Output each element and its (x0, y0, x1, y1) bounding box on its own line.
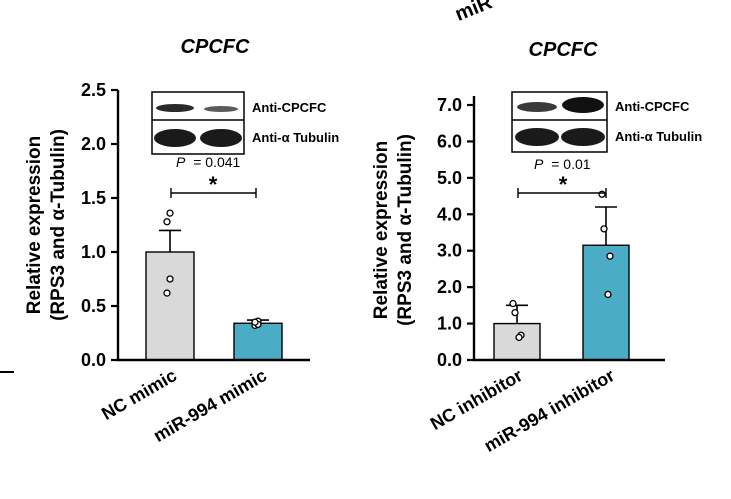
chart-1-p-text: = 0.041 (193, 154, 240, 170)
chart-1-bars (145, 209, 283, 361)
chart-2-point-1-4 (515, 333, 523, 342)
chart-2-ylabel-line1: Relative expression (371, 141, 392, 319)
chart-2-blot-label-2: Anti-α Tubulin (615, 129, 702, 144)
chart-2-significance-star: * (559, 172, 568, 197)
chart-1-y-tick-label-4: 2.0 (81, 134, 106, 154)
chart-1-y-ticks: 0.0 0.5 1.0 1.5 2.0 2.5 (81, 80, 118, 370)
chart-1-point-1-4 (163, 289, 171, 297)
chart-2-blot-label-1: Anti-CPCFC (615, 99, 690, 114)
chart-1-bar-2 (233, 322, 283, 361)
chart-1-y-tick-label-0: 0.0 (81, 350, 106, 370)
chart-2-y-tick-label-2: 2.0 (437, 277, 462, 297)
chart-1-title: CPCFC (181, 36, 250, 58)
chart-1-point-1-2 (163, 218, 171, 226)
chart-2-y-tick-label-6: 6.0 (437, 131, 462, 151)
chart-2-blot-image (511, 91, 608, 153)
chart-2-p-prefix: P (534, 156, 544, 172)
chart-2-ylabel-line2: (RPS3 and α-Tubulin) (395, 134, 416, 326)
chart-1-p-value: P = 0.041 (176, 154, 241, 170)
chart-2-y-tick-label-5: 5.0 (437, 168, 462, 188)
chart-2-p-value: P = 0.01 (534, 156, 591, 172)
chart-1-y-tick-label-3: 1.5 (81, 188, 106, 208)
chart-2-y-ticks: 0.0 1.0 2.0 3.0 4.0 5.0 6.0 7.0 (437, 95, 474, 370)
chart-2-p-text: = 0.01 (551, 156, 591, 172)
top-fragment-text: miR (452, 0, 496, 26)
chart-2-bars (493, 190, 630, 361)
chart-1-blot-label-1: Anti-CPCFC (252, 100, 327, 115)
chart-2-point-2-3 (606, 252, 614, 260)
chart-1-significance-star: * (209, 172, 218, 197)
chart-2-point-1-2 (511, 308, 519, 317)
chart-2-point-2-1 (598, 190, 606, 198)
chart-1-y-tick-label-1: 0.5 (81, 296, 106, 316)
chart-panel-1: CPCFC Relative expression (RPS3 and α-Tu… (24, 36, 339, 446)
chart-2-bar-1 (493, 322, 541, 361)
chart-1-ylabel-line2: (RPS3 and α-Tubulin) (48, 129, 69, 321)
chart-2-point-2-2 (600, 225, 608, 233)
chart-2-y-tick-label-3: 3.0 (437, 241, 462, 261)
chart-2-point-1-1 (509, 299, 517, 308)
chart-1-y-tick-label-2: 1.0 (81, 242, 106, 262)
chart-2-title: CPCFC (529, 39, 598, 61)
chart-1-p-prefix: P (176, 154, 186, 170)
chart-1-ylabel-line1: Relative expression (24, 136, 45, 314)
chart-1-blot-label-2: Anti-α Tubulin (252, 130, 339, 145)
chart-2-point-2-4 (604, 290, 612, 299)
chart-2-bar-2 (582, 244, 630, 361)
chart-1-point-1-3 (166, 275, 174, 283)
chart-2-y-tick-label-7: 7.0 (437, 95, 462, 115)
chart-2-y-tick-label-0: 0.0 (437, 350, 462, 370)
chart-1-category-label-1: NC mimic (98, 365, 180, 424)
chart-2-y-tick-label-1: 1.0 (437, 314, 462, 334)
chart-2-y-tick-label-4: 4.0 (437, 204, 462, 224)
chart-panel-2: CPCFC Relative expression (RPS3 and α-Tu… (371, 39, 702, 456)
chart-1-bar-1 (145, 251, 195, 361)
chart-1-point-2-4 (251, 318, 259, 326)
chart-1-point-1-1 (166, 209, 174, 217)
chart-1-blot-image (151, 91, 245, 155)
chart-1-y-tick-label-5: 2.5 (81, 80, 106, 100)
